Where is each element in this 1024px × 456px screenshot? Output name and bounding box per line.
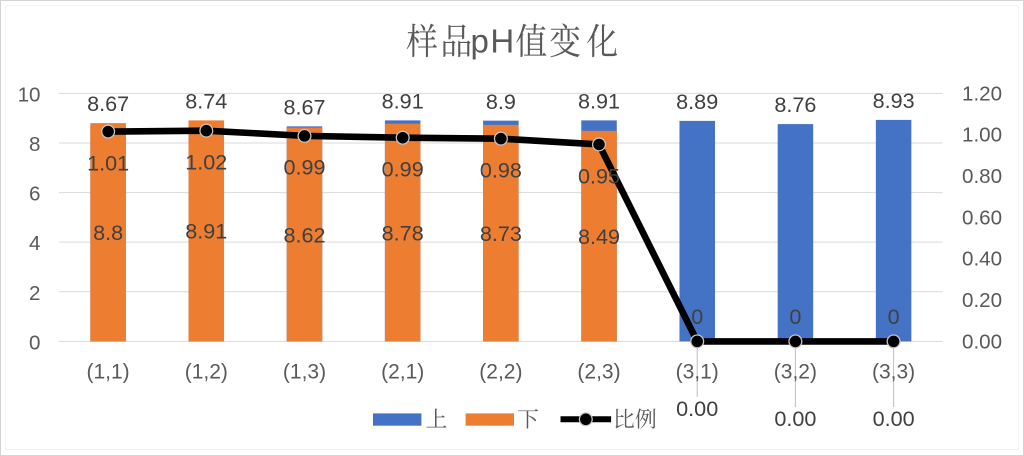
svg-text:0.98: 0.98	[480, 157, 522, 182]
svg-text:0.80: 0.80	[962, 165, 1002, 188]
svg-text:8.78: 8.78	[382, 220, 424, 245]
svg-text:(1,1): (1,1)	[87, 360, 130, 383]
svg-text:8.62: 8.62	[283, 222, 325, 247]
svg-text:8.74: 8.74	[185, 89, 227, 114]
svg-text:2: 2	[29, 282, 40, 305]
svg-text:0.00: 0.00	[873, 406, 915, 431]
svg-text:4: 4	[29, 232, 40, 255]
svg-text:8.67: 8.67	[87, 91, 129, 116]
svg-text:8.49: 8.49	[578, 224, 620, 249]
svg-text:0.95: 0.95	[578, 163, 620, 188]
svg-text:0.00: 0.00	[676, 396, 718, 421]
svg-text:8.89: 8.89	[676, 89, 718, 114]
svg-text:(3,3): (3,3)	[872, 360, 915, 383]
svg-text:(1,2): (1,2)	[185, 360, 228, 383]
svg-text:8: 8	[29, 133, 40, 156]
svg-text:6: 6	[29, 183, 40, 206]
svg-text:0: 0	[789, 304, 801, 329]
svg-text:0: 0	[888, 304, 900, 329]
svg-text:8.73: 8.73	[480, 221, 522, 246]
svg-text:8.91: 8.91	[578, 89, 620, 114]
svg-text:1.20: 1.20	[962, 82, 1002, 105]
svg-text:0.40: 0.40	[962, 248, 1002, 271]
svg-text:(2,1): (2,1)	[381, 360, 424, 383]
svg-text:8.91: 8.91	[382, 89, 424, 114]
svg-text:1.00: 1.00	[962, 124, 1002, 147]
svg-text:8.8: 8.8	[93, 220, 123, 245]
svg-text:1.02: 1.02	[185, 149, 227, 174]
svg-text:0.00: 0.00	[962, 330, 1002, 353]
svg-text:0.60: 0.60	[962, 206, 1002, 229]
svg-text:8.76: 8.76	[774, 92, 816, 117]
svg-text:(2,3): (2,3)	[577, 360, 620, 383]
svg-text:8.9: 8.9	[486, 89, 516, 114]
svg-text:0: 0	[29, 331, 40, 354]
svg-text:8.91: 8.91	[185, 219, 227, 244]
svg-text:0.20: 0.20	[962, 289, 1002, 312]
svg-text:0.99: 0.99	[382, 157, 424, 182]
svg-text:(3,1): (3,1)	[676, 360, 719, 383]
svg-text:0.00: 0.00	[774, 406, 816, 431]
svg-text:(1,3): (1,3)	[283, 360, 326, 383]
svg-text:(2,2): (2,2)	[479, 360, 522, 383]
svg-text:1.01: 1.01	[87, 150, 129, 175]
svg-text:0: 0	[691, 304, 703, 329]
svg-text:8.67: 8.67	[283, 94, 325, 119]
svg-text:10: 10	[18, 83, 41, 106]
svg-text:8.93: 8.93	[873, 88, 915, 113]
svg-text:pH: pH	[471, 22, 516, 59]
svg-text:(3,2): (3,2)	[774, 360, 817, 383]
svg-text:0.99: 0.99	[283, 155, 325, 180]
